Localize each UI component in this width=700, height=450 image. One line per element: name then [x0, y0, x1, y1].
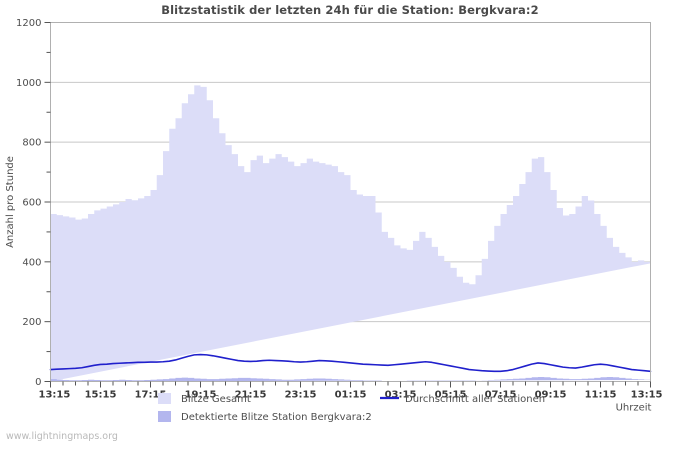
legend-swatch [158, 411, 171, 422]
area-blitze-gesamt [50, 85, 651, 382]
x-tick-label: 09:15 [535, 390, 567, 401]
x-tick-label: 11:15 [585, 390, 617, 401]
y-tick-label: 1200 [16, 18, 41, 29]
y-tick-label: 0 [35, 377, 41, 388]
x-tick-label: 21:15 [235, 390, 267, 401]
x-tick-label: 23:15 [285, 390, 317, 401]
x-axis-tick-labels: 13:15 15:15 17:15 19:15 21:15 23:15 01:15 03:15… [39, 390, 663, 401]
line-durchschnitt-aller-stationen [49, 353, 652, 373]
y-tick-label: 400 [22, 257, 41, 268]
y-tick-label: 600 [22, 198, 41, 209]
y-tick-label: 1000 [16, 78, 41, 89]
site-credit: www.lightningmaps.org [6, 431, 118, 442]
legend-label: Detektierte Blitze Station Bergkvara:2 [181, 412, 372, 423]
x-tick-label: 19:15 [185, 390, 217, 401]
x-tick-label: 13:15 [39, 390, 71, 401]
axis-ticks [44, 22, 651, 388]
area-detektierte-blitze-station [50, 377, 651, 382]
legend-label: Blitze Gesamt [181, 394, 251, 405]
legend-item: Durchschnitt aller Stationen [380, 394, 545, 405]
y-tick-label: 800 [22, 138, 41, 149]
legend-item: Detektierte Blitze Station Bergkvara:2 [158, 411, 372, 423]
y-axis-title: Anzahl pro Stunde [5, 156, 16, 248]
x-tick-label: 03:15 [385, 390, 417, 401]
y-axis-tick-labels: 0 200 400 600 800 1000 1200 [16, 18, 41, 388]
x-tick-label: 15:15 [85, 390, 117, 401]
x-tick-label: 07:15 [485, 390, 517, 401]
legend-label: Durchschnitt aller Stationen [405, 394, 545, 405]
y-tick-label: 200 [22, 317, 41, 328]
x-tick-label: 01:15 [335, 390, 367, 401]
x-tick-label: 17:15 [135, 390, 167, 401]
x-tick-label: 05:15 [435, 390, 467, 401]
legend-swatch [158, 393, 171, 404]
page-title: Blitzstatistik der letzten 24h für die S… [161, 3, 539, 17]
axis-titles: Anzahl pro Stunde Uhrzeit [5, 156, 652, 413]
x-axis-title: Uhrzeit [616, 403, 652, 414]
chart-legend: Blitze Gesamt Detektierte Blitze Station … [158, 393, 545, 423]
x-tick-label: 13:15 [631, 390, 663, 401]
legend-item: Blitze Gesamt [158, 393, 251, 405]
